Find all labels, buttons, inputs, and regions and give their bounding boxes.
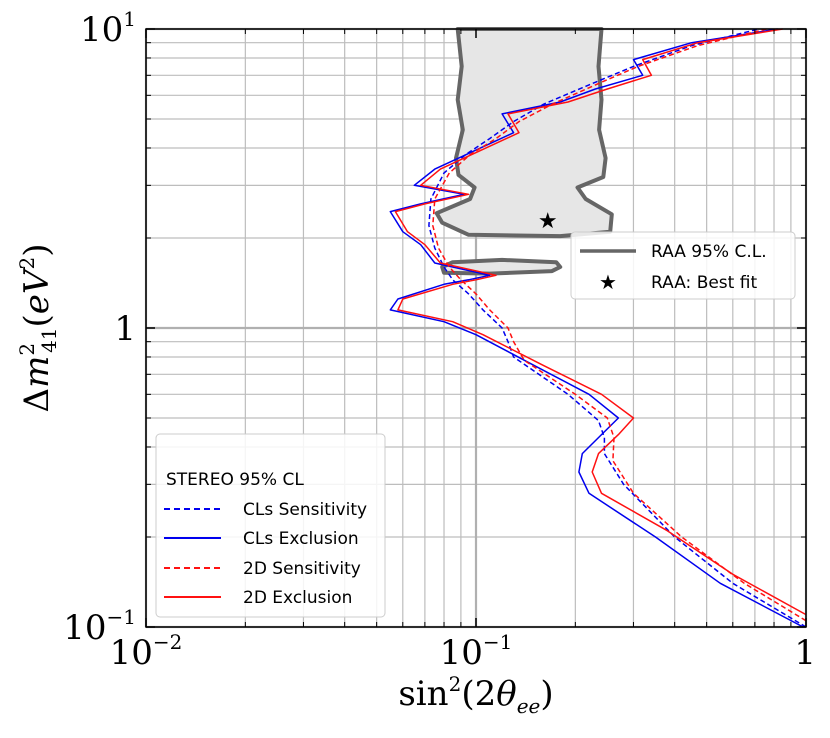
legend-label-2d-exclusion: 2D Exclusion [243,588,352,608]
y-axis-label: Δm241(eV2) [15,244,61,413]
legend-label-2d-sensitivity: 2D Sensitivity [243,559,361,579]
x-tick-label: 1 [794,633,816,673]
series-2d-exclusion [394,28,807,616]
x-tick-label: 10−1 [440,630,513,673]
x-axis-label: sin2(2θee) [398,672,553,718]
series-2d-sensitivity [432,28,807,622]
legend-label-cls-exclusion: CLs Exclusion [243,529,359,549]
stereo-legend-title: STEREO 95% CL [166,470,304,490]
raa-allowed-region [434,27,614,239]
raa-best-fit-marker: ★ [538,209,558,234]
y-tick-label: 10−1 [63,605,136,648]
stereo-legend-box [155,433,386,618]
stereo-legend: STEREO 95% CL CLs Sensitivity CLs Exclus… [155,433,386,618]
y-tick-label: 1 [114,309,136,349]
raa-legend-star-label: RAA: Best fit [651,273,757,293]
x-tick-label: 10−2 [110,630,183,673]
series-cls-exclusion [389,28,804,628]
plot-frame [145,28,807,628]
raa-legend-box [570,231,796,300]
raa-legend-line-label: RAA 95% C.L. [651,242,767,262]
exclusion-curves: ★ [389,28,807,628]
y-tick-label: 101 [80,7,136,50]
raa-legend: RAA 95% C.L. ★ RAA: Best fit [570,231,796,300]
legend-label-cls-sensitivity: CLs Sensitivity [243,500,367,520]
raa-legend-star-sample: ★ [599,270,617,294]
